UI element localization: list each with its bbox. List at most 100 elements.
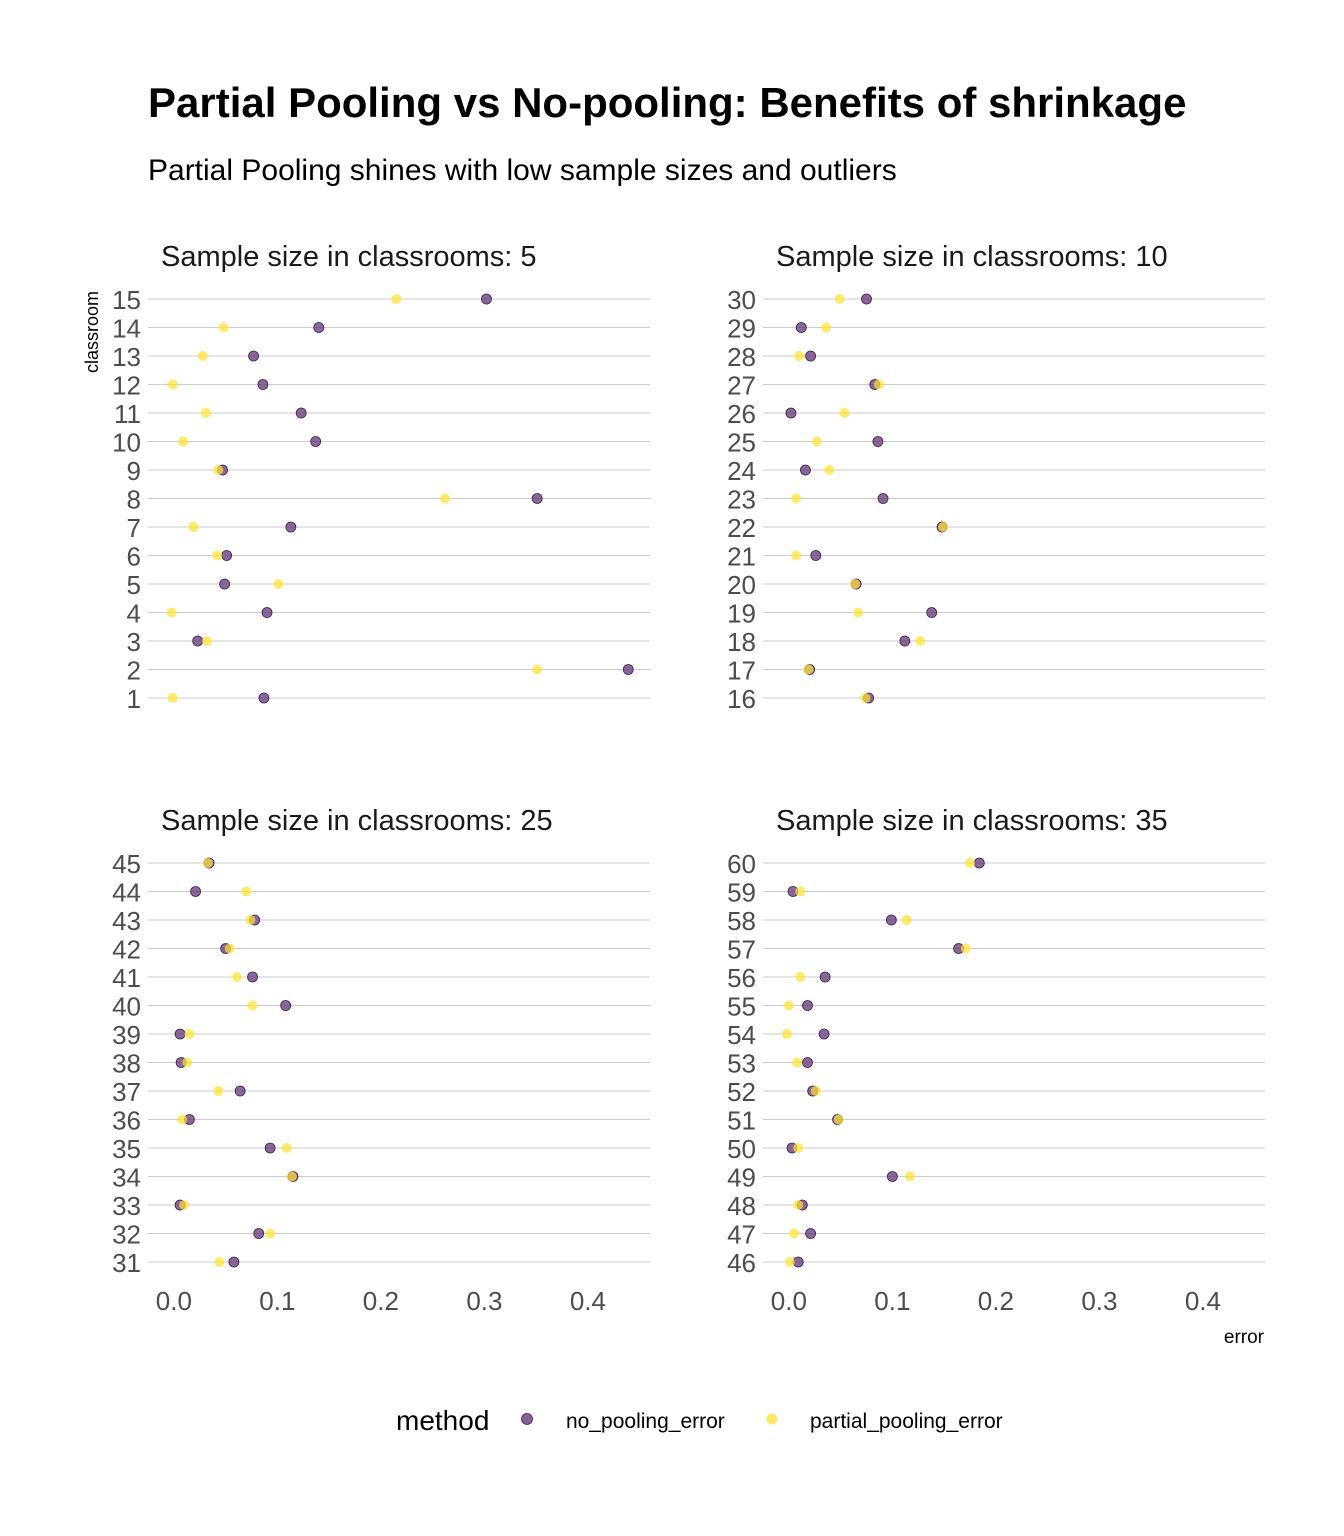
y-tick-label: 44: [112, 878, 141, 908]
y-tick-label: 1: [127, 684, 141, 714]
point-partial-pooling: [811, 436, 822, 447]
point-partial-pooling: [188, 522, 199, 532]
y-tick-label: 38: [112, 1049, 141, 1079]
x-tick-label: 0.2: [363, 1286, 399, 1316]
point-no-pooling: [258, 692, 270, 704]
point-partial-pooling: [166, 607, 177, 618]
point-partial-pooling: [184, 1029, 195, 1039]
point-no-pooling: [253, 1228, 265, 1239]
point-no-pooling: [805, 350, 817, 362]
chart-subtitle: Partial Pooling shines with low sample s…: [148, 154, 897, 187]
y-tick-label: 14: [112, 314, 141, 344]
point-partial-pooling: [391, 294, 402, 304]
y-tick-label: 59: [727, 878, 756, 908]
point-partial-pooling: [440, 493, 451, 504]
point-partial-pooling: [873, 379, 884, 390]
point-no-pooling: [264, 1142, 276, 1154]
y-tick-label: 2: [127, 656, 141, 686]
x-tick-label: 0.1: [259, 1286, 295, 1316]
point-no-pooling: [886, 1171, 898, 1182]
legend: method no_pooling_error partial_pooling_…: [396, 1405, 1003, 1436]
point-partial-pooling: [792, 1057, 803, 1068]
point-partial-pooling: [965, 858, 976, 868]
point-partial-pooling: [214, 1257, 225, 1267]
point-partial-pooling: [273, 579, 284, 589]
point-no-pooling: [861, 293, 872, 305]
point-partial-pooling: [791, 493, 802, 504]
y-tick-label: 24: [727, 456, 756, 486]
y-tick-label: 49: [727, 1163, 756, 1193]
y-tick-label: 60: [727, 849, 756, 879]
y-tick-label: 10: [112, 428, 141, 458]
point-partial-pooling: [791, 550, 802, 561]
point-partial-pooling: [794, 351, 805, 361]
facet-panel: Sample size in classrooms: 1016171819202…: [727, 241, 1265, 714]
point-no-pooling: [531, 493, 543, 504]
point-partial-pooling: [781, 1029, 792, 1039]
y-tick-label: 40: [112, 992, 141, 1022]
point-partial-pooling: [901, 915, 912, 925]
y-tick-label: 50: [727, 1134, 756, 1164]
chart-title: Partial Pooling vs No-pooling: Benefits …: [148, 79, 1186, 126]
y-tick-label: 46: [727, 1248, 756, 1278]
y-tick-label: 32: [112, 1220, 141, 1250]
point-no-pooling: [313, 322, 325, 333]
y-tick-label: 52: [727, 1077, 756, 1107]
y-tick-label: 12: [112, 371, 141, 401]
x-tick-label: 0.4: [570, 1286, 606, 1316]
point-no-pooling: [810, 550, 822, 561]
point-partial-pooling: [178, 436, 189, 447]
point-no-pooling: [234, 1085, 246, 1097]
facet-panel: Sample size in classrooms: 2531323334353…: [112, 805, 650, 1316]
y-tick-label: 43: [112, 906, 141, 936]
y-tick-label: 42: [112, 935, 141, 965]
point-no-pooling: [795, 322, 807, 333]
point-partial-pooling: [783, 1000, 794, 1011]
point-no-pooling: [877, 493, 889, 504]
y-tick-label: 48: [727, 1191, 756, 1221]
y-tick-label: 58: [727, 906, 756, 936]
point-partial-pooling: [232, 972, 243, 982]
y-tick-label: 27: [727, 371, 756, 401]
y-axis-label: classroom: [82, 291, 102, 373]
point-no-pooling: [819, 971, 831, 983]
point-no-pooling: [899, 635, 911, 647]
point-partial-pooling: [834, 294, 845, 304]
y-tick-label: 22: [727, 513, 756, 543]
point-no-pooling: [310, 436, 322, 447]
y-tick-label: 33: [112, 1191, 141, 1221]
point-no-pooling: [257, 379, 269, 390]
point-partial-pooling: [203, 858, 214, 868]
point-partial-pooling: [793, 1143, 804, 1153]
y-tick-label: 19: [727, 599, 756, 629]
x-tick-label: 0.3: [1081, 1286, 1117, 1316]
point-no-pooling: [192, 635, 204, 647]
point-partial-pooling: [793, 1200, 804, 1210]
y-tick-label: 3: [127, 627, 141, 657]
point-partial-pooling: [904, 1171, 915, 1182]
point-partial-pooling: [177, 1114, 188, 1125]
point-no-pooling: [481, 293, 492, 305]
point-partial-pooling: [213, 465, 224, 475]
x-tick-label: 0.0: [156, 1286, 192, 1316]
point-no-pooling: [219, 578, 230, 590]
facet-title: Sample size in classrooms: 35: [776, 805, 1168, 837]
point-partial-pooling: [795, 972, 806, 982]
legend-label-partial-pooling: partial_pooling_error: [810, 1410, 1003, 1433]
facet-title: Sample size in classrooms: 10: [776, 241, 1168, 273]
point-no-pooling: [802, 1057, 813, 1068]
point-partial-pooling: [795, 886, 806, 897]
point-partial-pooling: [179, 1200, 190, 1210]
facet-title: Sample size in classrooms: 5: [161, 241, 537, 273]
y-tick-label: 17: [727, 656, 756, 686]
x-tick-label: 0.3: [466, 1286, 502, 1316]
y-tick-label: 56: [727, 963, 756, 993]
point-no-pooling: [221, 550, 233, 561]
y-tick-label: 41: [112, 963, 141, 993]
point-partial-pooling: [201, 636, 212, 646]
point-partial-pooling: [167, 379, 178, 390]
point-partial-pooling: [167, 693, 178, 703]
y-tick-label: 57: [727, 935, 756, 965]
point-no-pooling: [885, 914, 897, 926]
facet-panel: Sample size in classrooms: 3546474849505…: [727, 805, 1265, 1316]
